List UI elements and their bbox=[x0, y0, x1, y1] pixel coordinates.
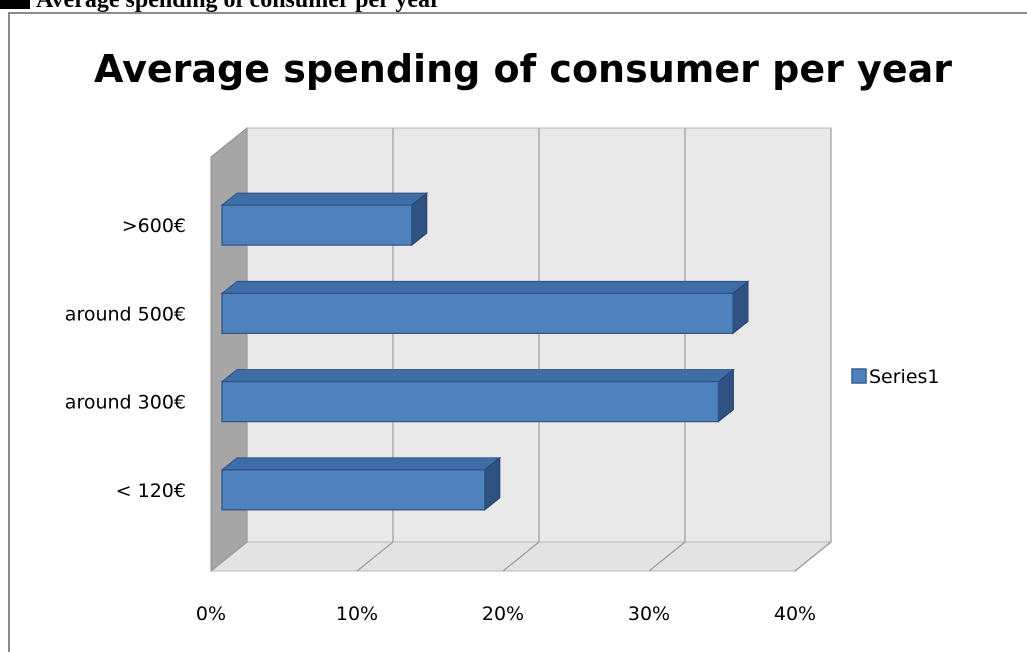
x-tick-label: 20% bbox=[482, 603, 524, 625]
chart-frame bbox=[8, 12, 1027, 652]
bar-top-face bbox=[220, 369, 735, 383]
bars bbox=[220, 192, 750, 511]
floor-gridline bbox=[210, 541, 248, 572]
x-tick-label: 40% bbox=[774, 603, 816, 625]
document-heading-text: Average spending of consumer per year bbox=[36, 0, 736, 12]
category-label: around 500€ bbox=[65, 303, 186, 325]
legend-label-series1: Series1 bbox=[869, 366, 940, 388]
category-label: around 300€ bbox=[65, 392, 186, 414]
floor-gridline bbox=[648, 541, 686, 572]
document-edge-mark bbox=[0, 0, 30, 9]
bar bbox=[220, 280, 750, 335]
bar-top-face bbox=[220, 192, 429, 206]
x-tick-label: 0% bbox=[196, 603, 226, 625]
bar bbox=[220, 192, 429, 247]
legend: Series1 bbox=[851, 366, 940, 388]
bar-front-face bbox=[221, 469, 486, 511]
floor-gridline bbox=[502, 541, 540, 572]
x-axis-tick-labels: 0% 10% 20% 30% 40% bbox=[196, 603, 816, 625]
x-tick-label: 10% bbox=[336, 603, 378, 625]
chart-title: Average spending of consumer per year bbox=[94, 47, 952, 91]
bar-top-face bbox=[220, 457, 502, 471]
bar bbox=[220, 368, 735, 423]
category-label: < 120€ bbox=[116, 480, 186, 502]
bar-front-face bbox=[221, 204, 413, 246]
category-label: >600€ bbox=[122, 215, 186, 237]
bar-front-face bbox=[221, 381, 719, 423]
category-labels: < 120€ around 300€ around 500€ >600€ bbox=[65, 215, 186, 502]
legend-swatch-series1 bbox=[851, 368, 867, 384]
floor-gridline bbox=[794, 541, 832, 572]
bar-front-face bbox=[221, 292, 734, 334]
bar-top-face bbox=[220, 280, 750, 294]
floor-gridline bbox=[356, 541, 394, 572]
x-tick-label: 30% bbox=[628, 603, 670, 625]
bar bbox=[220, 456, 502, 511]
